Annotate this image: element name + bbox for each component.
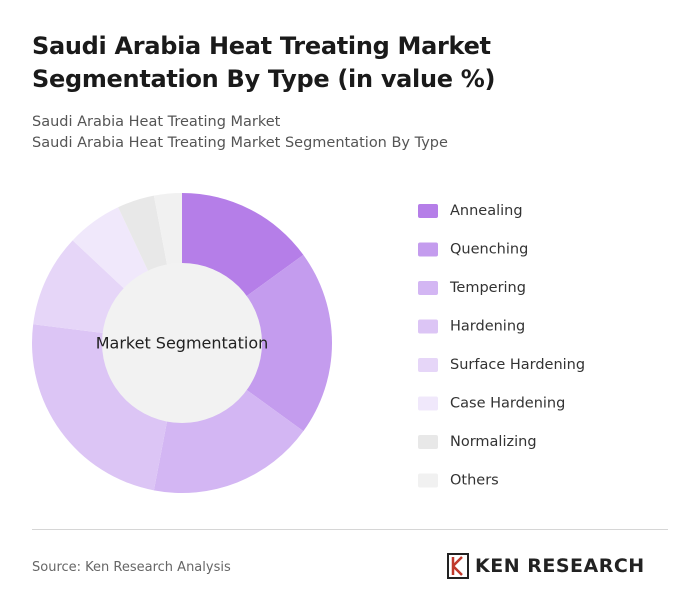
legend-label: Hardening xyxy=(450,319,525,335)
subtitle: Saudi Arabia Heat Treating Market xyxy=(32,114,281,130)
logo: KEN RESEARCH xyxy=(447,553,645,579)
legend-label: Normalizing xyxy=(450,434,537,450)
logo-text: KEN RESEARCH xyxy=(475,555,645,577)
separator xyxy=(32,529,668,530)
logo-icon xyxy=(447,553,469,579)
donut-hole xyxy=(102,263,262,423)
legend-swatch xyxy=(418,242,438,257)
legend-label: Tempering xyxy=(449,280,526,296)
chart-title: Saudi Arabia Heat Treating Market Segmen… xyxy=(32,32,496,93)
legend-label: Quenching xyxy=(450,242,528,258)
legend-swatch xyxy=(418,473,438,488)
legend-label: Case Hardening xyxy=(450,396,565,412)
legend-swatch xyxy=(418,435,438,449)
legend-swatch xyxy=(418,396,438,411)
center-label: Market Segmentation xyxy=(96,334,269,353)
legend-label: Annealing xyxy=(450,203,523,219)
chart: Market Segmentation Annealing Quenching Tem… xyxy=(31,193,585,493)
legend-swatch xyxy=(418,358,438,372)
legend-label: Others xyxy=(450,473,499,489)
source: Source: Ken Research Analysis xyxy=(32,560,231,575)
legend-label: Surface Hardening xyxy=(450,357,585,373)
legend-swatch xyxy=(418,204,438,218)
legend-swatch xyxy=(418,319,438,334)
legend-swatch xyxy=(418,281,438,295)
subtitle: Saudi Arabia Heat Treating Market Segmen… xyxy=(32,135,448,151)
